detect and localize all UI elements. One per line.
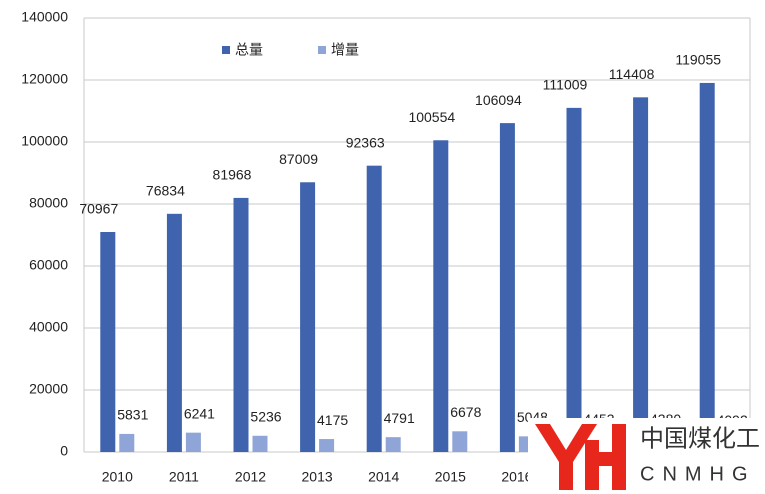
bar: [185, 432, 201, 452]
x-tick-label: 2015: [435, 469, 466, 485]
bar: [100, 232, 116, 452]
value-label: 5236: [250, 408, 281, 424]
y-tick-label: 80000: [29, 195, 68, 211]
value-label: 111009: [543, 77, 588, 93]
x-tick-label: 2016: [501, 469, 532, 485]
y-tick-label: 140000: [21, 9, 68, 25]
plot-area: 0 20000 40000 60000 80000 100000 120000 140000 2…: [21, 9, 751, 485]
value-label: 87009: [279, 151, 318, 167]
legend-label: 增量: [331, 42, 359, 58]
y-tick-label: 0: [60, 443, 68, 459]
legend-swatch: [318, 46, 326, 54]
y-tick-label: 40000: [29, 319, 68, 335]
value-label: 5831: [117, 407, 148, 423]
bar: [233, 197, 249, 452]
value-label: 100554: [408, 109, 455, 125]
logo-text: 中国煤化工: [640, 425, 760, 452]
logo-subtext: CNMHG: [640, 463, 756, 485]
legend: 总量 增量: [222, 42, 359, 58]
value-label: 4175: [317, 412, 348, 428]
x-tick-label: 2012: [235, 469, 266, 485]
value-label: 119055: [675, 52, 721, 68]
logo-mark: [535, 424, 597, 490]
value-label: 4791: [384, 410, 415, 426]
x-tick-label: 2010: [102, 469, 133, 485]
x-tick-label: 2013: [302, 469, 333, 485]
bar: [433, 140, 449, 452]
value-label: 81968: [213, 167, 252, 183]
y-tick-label: 20000: [29, 381, 68, 397]
value-label: 106094: [475, 92, 522, 108]
bar: [633, 97, 649, 452]
bar: [366, 165, 382, 453]
bar: [499, 123, 515, 453]
value-label: 76834: [146, 183, 185, 199]
value-label: 114408: [609, 66, 655, 82]
y-tick-label: 100000: [21, 133, 68, 149]
bar: [166, 213, 182, 452]
watermark-logo: 中国煤化工 CNMHG: [528, 418, 765, 494]
value-label: 70967: [79, 201, 118, 217]
legend-swatch: [222, 46, 230, 54]
bar: [252, 435, 268, 452]
value-label: 6678: [450, 404, 481, 420]
legend-label: 总量: [235, 42, 263, 58]
value-label: 92363: [346, 134, 385, 150]
bar: [300, 182, 316, 452]
logo-mark: [585, 424, 626, 490]
bar: [385, 437, 401, 452]
y-tick-label: 120000: [21, 71, 68, 87]
bar: [319, 439, 335, 452]
bar: [119, 433, 135, 452]
bar: [566, 107, 582, 452]
x-tick-label: 2011: [169, 469, 199, 485]
x-tick-label: 2014: [368, 469, 399, 485]
bar: [452, 431, 468, 452]
value-label: 6241: [184, 405, 215, 421]
bar: [699, 82, 715, 452]
y-tick-label: 60000: [29, 257, 68, 273]
